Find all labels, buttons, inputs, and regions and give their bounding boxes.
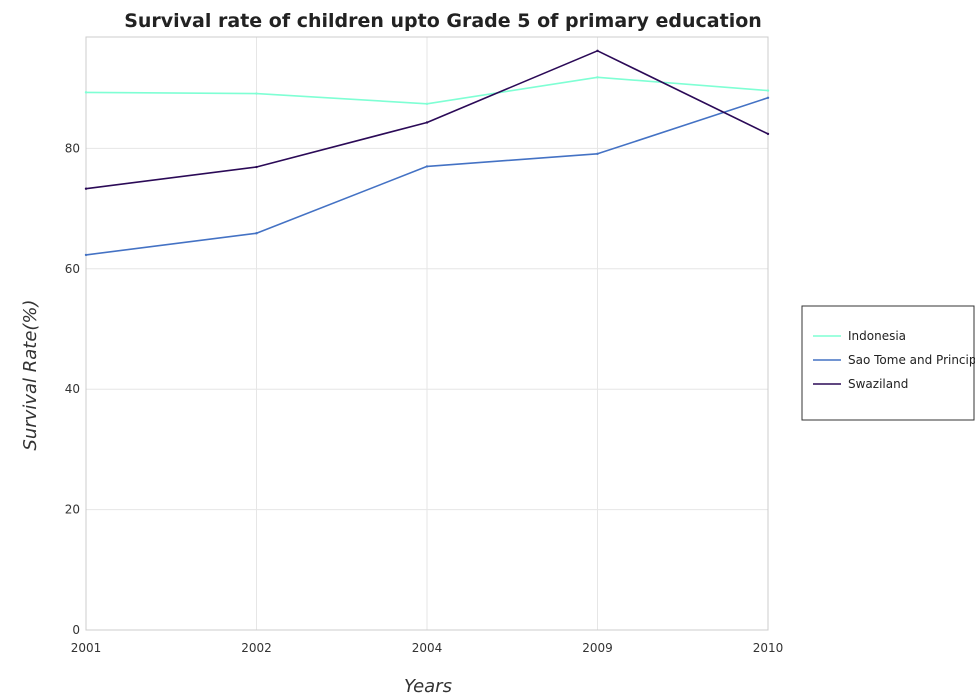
- data-point-swaziland: [255, 165, 258, 169]
- data-point-indonesia: [255, 92, 258, 95]
- data-point-indonesia: [84, 91, 88, 94]
- y-tick-label: 40: [65, 382, 80, 396]
- y-tick-label: 0: [72, 623, 80, 637]
- chart-title: Survival rate of children upto Grade 5 o…: [124, 10, 762, 32]
- y-axis-label: Survival Rate(%): [20, 299, 41, 450]
- x-tick-label: 2001: [71, 641, 102, 655]
- data-point-swaziland: [596, 49, 599, 53]
- data-point-indonesia: [425, 102, 429, 106]
- data-point-sao-tome-and-principe: [596, 152, 599, 155]
- legend-label: Swaziland: [848, 377, 908, 391]
- data-point-indonesia: [766, 89, 770, 92]
- plot-frame: [85, 36, 769, 631]
- legend: Indonesia Sao Tome and Principe Swaziland: [801, 305, 975, 421]
- y-tick-label: 20: [65, 503, 80, 517]
- x-tick-label: 2010: [753, 641, 784, 655]
- legend-label: Sao Tome and Principe: [848, 353, 975, 367]
- data-point-swaziland: [84, 187, 88, 190]
- data-point-indonesia: [596, 76, 599, 79]
- data-point-swaziland: [766, 132, 770, 136]
- x-tick-label: 2002: [241, 641, 272, 655]
- y-tick-label: 80: [65, 141, 80, 155]
- data-point-sao-tome-and-principe: [425, 165, 429, 168]
- x-axis-label: Years: [404, 676, 452, 697]
- y-tick-label: 60: [65, 262, 80, 276]
- x-tick-label: 2009: [582, 641, 613, 655]
- legend-box: [801, 305, 975, 421]
- data-point-sao-tome-and-principe: [84, 253, 88, 257]
- data-point-sao-tome-and-principe: [766, 96, 770, 100]
- legend-label: Indonesia: [848, 329, 906, 343]
- data-point-sao-tome-and-principe: [255, 232, 258, 235]
- data-point-swaziland: [425, 121, 429, 124]
- x-tick-label: 2004: [412, 641, 443, 655]
- plot-area: 0 20 40 60 80 2001 2002 2004 2009 2010: [65, 36, 784, 655]
